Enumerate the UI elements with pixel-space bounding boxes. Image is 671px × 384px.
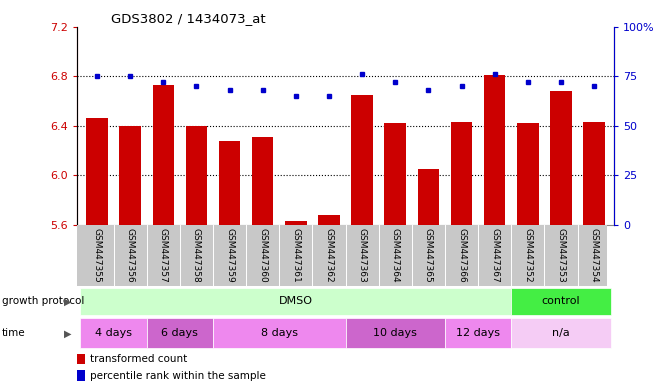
Bar <box>77 354 85 364</box>
Text: GSM447352: GSM447352 <box>523 228 532 282</box>
Text: GSM447356: GSM447356 <box>125 228 135 283</box>
Bar <box>81 288 511 315</box>
Text: GSM447364: GSM447364 <box>391 228 400 282</box>
Text: GDS3802 / 1434073_at: GDS3802 / 1434073_at <box>111 12 265 25</box>
Bar <box>511 288 611 315</box>
Text: GSM447353: GSM447353 <box>556 228 566 283</box>
Bar <box>451 122 472 225</box>
Bar <box>213 318 346 348</box>
Bar <box>346 318 445 348</box>
Bar <box>384 123 406 225</box>
Bar <box>119 126 141 225</box>
Text: percentile rank within the sample: percentile rank within the sample <box>90 371 266 381</box>
Text: GSM447362: GSM447362 <box>325 228 333 282</box>
Bar <box>252 137 274 225</box>
Text: GSM447355: GSM447355 <box>93 228 101 283</box>
Bar <box>445 318 511 348</box>
Bar <box>186 126 207 225</box>
Bar <box>550 91 572 225</box>
Text: 12 days: 12 days <box>456 328 500 338</box>
Bar <box>511 318 611 348</box>
Text: ▶: ▶ <box>64 296 72 306</box>
Text: 10 days: 10 days <box>373 328 417 338</box>
Text: 6 days: 6 days <box>162 328 199 338</box>
Bar <box>517 123 539 225</box>
Bar <box>77 371 85 381</box>
Text: DMSO: DMSO <box>279 296 313 306</box>
Bar <box>152 85 174 225</box>
Text: GSM447357: GSM447357 <box>159 228 168 283</box>
Text: ▶: ▶ <box>64 328 72 338</box>
Text: growth protocol: growth protocol <box>2 296 85 306</box>
Text: 8 days: 8 days <box>261 328 298 338</box>
Bar <box>87 118 108 225</box>
Text: GSM447360: GSM447360 <box>258 228 267 283</box>
Text: transformed count: transformed count <box>90 354 187 364</box>
Text: GSM447359: GSM447359 <box>225 228 234 283</box>
Text: GSM447366: GSM447366 <box>457 228 466 283</box>
Text: 4 days: 4 days <box>95 328 132 338</box>
Text: GSM447365: GSM447365 <box>424 228 433 283</box>
Bar <box>285 221 307 225</box>
Text: GSM447361: GSM447361 <box>291 228 301 283</box>
Bar <box>81 318 147 348</box>
Bar <box>318 215 340 225</box>
Text: GSM447354: GSM447354 <box>590 228 599 282</box>
Text: GSM447363: GSM447363 <box>358 228 366 283</box>
Bar <box>352 95 373 225</box>
Text: n/a: n/a <box>552 328 570 338</box>
Bar <box>417 169 440 225</box>
Text: GSM447358: GSM447358 <box>192 228 201 283</box>
Bar <box>219 141 240 225</box>
Bar <box>583 122 605 225</box>
Text: control: control <box>541 296 580 306</box>
Text: GSM447367: GSM447367 <box>491 228 499 283</box>
Bar <box>484 75 505 225</box>
Bar <box>147 318 213 348</box>
Text: time: time <box>2 328 25 338</box>
